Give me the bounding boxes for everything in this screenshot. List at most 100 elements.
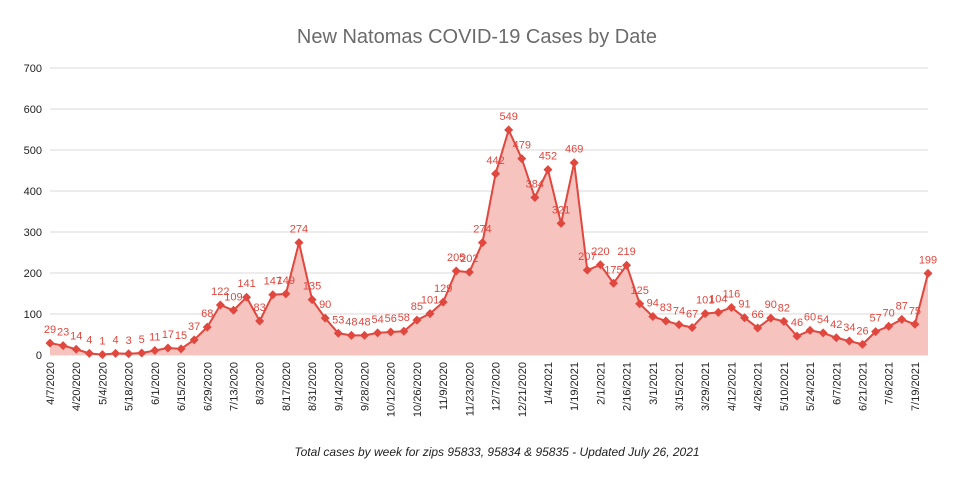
x-tick-label: 4/12/2021 <box>726 362 738 411</box>
data-point <box>150 345 160 355</box>
data-point <box>608 278 618 288</box>
x-tick-label: 6/15/2020 <box>176 362 188 411</box>
y-tick-label: 500 <box>24 145 42 157</box>
data-label: 85 <box>411 301 423 313</box>
x-tick-label: 10/26/2020 <box>412 362 424 417</box>
data-label: 199 <box>919 254 937 266</box>
data-label: 129 <box>434 283 452 295</box>
data-label: 101 <box>421 295 439 307</box>
x-tick-label: 7/13/2020 <box>228 362 240 411</box>
data-label: 549 <box>499 111 517 123</box>
data-point <box>753 323 763 333</box>
x-tick-label: 5/4/2020 <box>97 362 109 405</box>
data-point <box>425 309 435 319</box>
data-label: 14 <box>70 330 82 342</box>
data-label: 109 <box>224 291 242 303</box>
data-point <box>71 344 81 354</box>
data-point <box>831 333 841 343</box>
data-point <box>412 315 422 325</box>
data-point <box>818 328 828 338</box>
data-label: 149 <box>277 275 295 287</box>
data-label: 53 <box>332 314 344 326</box>
data-point <box>320 313 330 323</box>
data-point <box>242 292 252 302</box>
data-label: 66 <box>752 309 764 321</box>
data-label: 11 <box>149 331 160 343</box>
data-label: 452 <box>539 151 557 163</box>
data-point <box>281 289 291 299</box>
y-tick-label: 0 <box>36 350 42 362</box>
data-label: 442 <box>486 155 504 167</box>
data-label: 207 <box>578 251 596 263</box>
data-point <box>346 330 356 340</box>
x-tick-label: 8/31/2020 <box>307 362 319 411</box>
data-label: 57 <box>869 313 881 325</box>
x-tick-label: 7/6/2021 <box>884 362 896 405</box>
x-tick-label: 8/17/2020 <box>281 362 293 411</box>
data-point <box>307 295 317 305</box>
x-tick-label: 5/10/2021 <box>779 362 791 411</box>
data-point <box>923 268 933 278</box>
x-tick-label: 2/16/2021 <box>622 362 634 411</box>
data-point <box>97 350 107 360</box>
data-label: 141 <box>237 278 255 290</box>
data-label: 34 <box>843 322 855 334</box>
data-label: 202 <box>460 253 478 265</box>
data-point <box>556 218 566 228</box>
data-point <box>805 325 815 335</box>
data-label: 48 <box>358 316 370 328</box>
data-point <box>45 338 55 348</box>
data-label: 26 <box>856 325 868 337</box>
data-point <box>740 313 750 323</box>
data-point <box>857 339 867 349</box>
data-point <box>438 297 448 307</box>
data-point <box>477 238 487 248</box>
data-label: 56 <box>385 313 397 325</box>
data-point <box>792 331 802 341</box>
data-point <box>595 260 605 270</box>
y-axis: 0 100 200 300 400 500 600 700 <box>24 63 42 362</box>
data-label: 104 <box>709 293 727 305</box>
data-point <box>726 302 736 312</box>
x-axis: 4/7/2020 4/20/2020 5/4/2020 5/18/2020 6/1/20… <box>45 362 922 417</box>
data-point <box>268 290 278 300</box>
data-point <box>464 267 474 277</box>
x-tick-label: 7/19/2021 <box>910 362 922 411</box>
data-point <box>124 349 134 359</box>
data-point <box>844 336 854 346</box>
data-point <box>202 322 212 332</box>
y-tick-label: 300 <box>24 227 42 239</box>
data-point <box>713 307 723 317</box>
x-tick-label: 5/24/2021 <box>805 362 817 411</box>
data-labels: 29 23 14 4 1 4 3 5 11 17 1537681221091418314714927… <box>44 111 937 348</box>
data-label: 274 <box>290 224 308 236</box>
data-point <box>897 314 907 324</box>
x-tick-label: 4/7/2020 <box>45 362 57 405</box>
x-tick-label: 12/7/2020 <box>491 362 503 411</box>
data-label: 125 <box>631 285 649 297</box>
data-point <box>215 300 225 310</box>
x-tick-label: 11/23/2020 <box>464 362 476 416</box>
data-label: 46 <box>791 317 803 329</box>
data-label: 90 <box>319 299 331 311</box>
x-tick-label: 4/26/2021 <box>753 362 765 411</box>
data-label: 4 <box>86 334 92 346</box>
x-tick-label: 10/12/2020 <box>386 362 398 417</box>
x-tick-label: 8/3/2020 <box>255 362 267 405</box>
data-label: 205 <box>447 252 465 264</box>
data-label: 5 <box>139 334 145 346</box>
data-label: 1 <box>99 336 105 348</box>
data-point <box>228 305 238 315</box>
data-point <box>451 266 461 276</box>
data-label: 82 <box>778 302 790 314</box>
data-label: 58 <box>398 312 410 324</box>
data-label: 17 <box>162 329 174 341</box>
chart-title: New Natomas COVID-19 Cases by Date <box>297 26 657 48</box>
data-label: 90 <box>765 299 777 311</box>
data-label: 122 <box>211 286 229 298</box>
data-point <box>569 158 579 168</box>
data-label: 23 <box>57 327 69 339</box>
data-label: 274 <box>473 224 491 236</box>
y-tick-label: 600 <box>24 104 42 116</box>
data-label: 384 <box>526 179 544 191</box>
